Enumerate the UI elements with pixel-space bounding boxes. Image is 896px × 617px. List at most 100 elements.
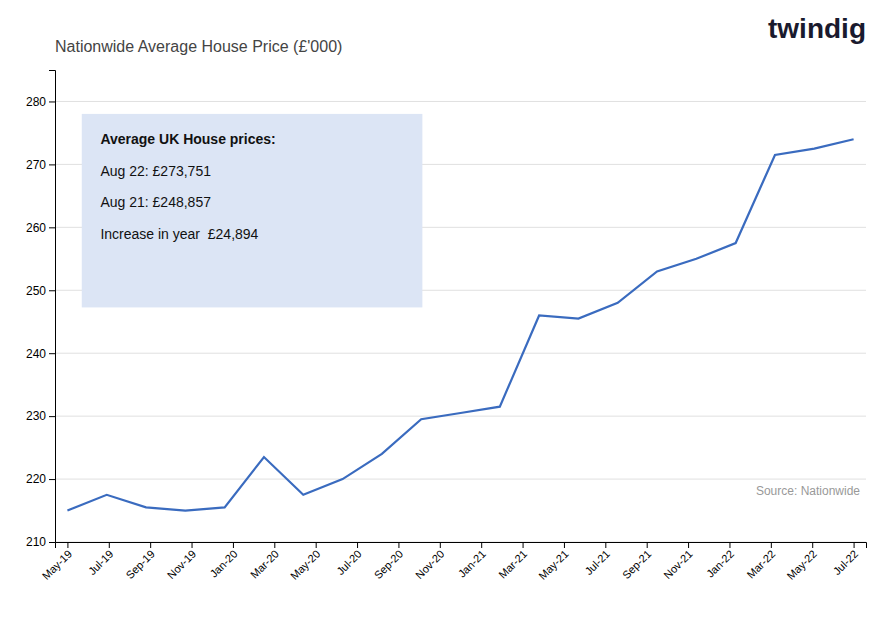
tick: 210 (26, 535, 55, 549)
tick: Jan-20 (207, 542, 239, 580)
annotation-box (82, 114, 423, 308)
tick-label: Jan-22 (704, 548, 736, 580)
tick: Nov-21 (661, 542, 695, 581)
tick-label: Jul-22 (831, 548, 861, 578)
tick-label: Mar-22 (744, 548, 777, 581)
tick-mark (357, 542, 358, 548)
tick-mark (49, 416, 55, 417)
tick: 250 (26, 284, 55, 298)
tick: May-22 (785, 542, 819, 582)
tick-label: Sep-20 (372, 548, 406, 582)
tick-mark (274, 542, 275, 548)
tick: Sep-19 (123, 542, 157, 581)
plot: 210220230240250260270280May-19Jul-19Sep-… (26, 71, 867, 582)
tick-label: Nov-20 (413, 548, 447, 582)
annotation: Aug 22: £273,751 (100, 163, 211, 179)
tick-label: Jan-20 (207, 548, 239, 580)
tick-label: 250 (26, 284, 46, 298)
tick-label: May-19 (40, 548, 74, 582)
tick-mark (233, 542, 234, 548)
tick-label: Jul-20 (334, 548, 364, 578)
tick-mark (564, 542, 565, 548)
tick-label: Nov-21 (661, 548, 695, 582)
tick-mark (812, 542, 813, 548)
tick: Jul-21 (582, 542, 612, 577)
tick: Nov-19 (165, 542, 199, 581)
tick-label: May-21 (536, 548, 570, 582)
tick-mark (523, 542, 524, 548)
line (67, 139, 853, 510)
tick-label: 230 (26, 409, 46, 423)
tick-label: May-20 (288, 548, 322, 582)
tick: 280 (26, 95, 55, 109)
tick-label: May-22 (785, 548, 819, 582)
annotation: Average UK House prices: (100, 131, 275, 147)
grid-line (55, 101, 866, 102)
tick-mark (49, 290, 55, 291)
tick: 230 (26, 409, 55, 423)
tick-mark (688, 542, 689, 548)
grid (55, 101, 866, 542)
tick: Jul-19 (86, 542, 116, 577)
grid-line (55, 416, 866, 417)
tick-mark (440, 542, 441, 548)
tick: May-21 (536, 542, 570, 582)
tick-label: Sep-19 (123, 548, 157, 582)
tick-label: Jul-21 (582, 548, 612, 578)
axis-line (49, 71, 56, 543)
tick-label: Mar-21 (496, 548, 529, 581)
grid-line (55, 353, 866, 354)
tick-mark (481, 542, 482, 548)
tick: Mar-20 (248, 542, 281, 581)
tick-label: Jan-21 (456, 548, 488, 580)
tick-label: 240 (26, 347, 46, 361)
tick-mark (605, 542, 606, 548)
tick-label: 270 (26, 158, 46, 172)
tick: Nov-20 (413, 542, 447, 581)
tick: Mar-21 (496, 542, 529, 581)
tick: Jan-22 (704, 542, 736, 580)
tick-label: Jul-19 (86, 548, 116, 578)
tick: May-19 (40, 542, 74, 582)
tick-mark (109, 542, 110, 548)
tick: Jul-22 (831, 542, 861, 577)
tick-mark (49, 542, 55, 543)
tick: 260 (26, 221, 55, 235)
tick: 220 (26, 472, 55, 486)
logo: twindig (768, 13, 866, 44)
chart: 210220230240250260270280May-19Jul-19Sep-… (0, 0, 896, 617)
tick-label: Nov-19 (165, 548, 199, 582)
annotation: Aug 21: £248,857 (100, 194, 211, 210)
tick: Jan-21 (456, 542, 488, 580)
tick-label: 210 (26, 535, 46, 549)
tick-mark (150, 542, 151, 548)
tick-mark (771, 542, 772, 548)
grid-line (55, 479, 866, 480)
tick-mark (192, 542, 193, 548)
tick-mark (49, 101, 55, 102)
tick: Mar-22 (744, 542, 777, 581)
tick: 270 (26, 158, 55, 172)
x-axis: May-19Jul-19Sep-19Nov-19Jan-20Mar-20May-… (40, 542, 867, 582)
tick-label: Mar-20 (248, 548, 281, 581)
tick-mark (647, 542, 648, 548)
tick-mark (854, 542, 855, 548)
y-axis: 210 220 230 240 250 260 270 280 (26, 71, 56, 550)
tick-label: 260 (26, 221, 46, 235)
tick: Sep-21 (620, 542, 654, 581)
tick: Sep-20 (372, 542, 406, 581)
tick-label: 220 (26, 472, 46, 486)
tick-mark (49, 227, 55, 228)
tick-mark (316, 542, 317, 548)
tick-label: 280 (26, 95, 46, 109)
tick-mark (398, 542, 399, 548)
tick: May-20 (288, 542, 322, 582)
tick-mark (49, 479, 55, 480)
tick-mark (729, 542, 730, 548)
tick-mark (67, 542, 68, 548)
source: Source: Nationwide (756, 484, 860, 498)
tick: 240 (26, 347, 55, 361)
annotation: Increase in year £24,894 (100, 226, 258, 242)
tick-label: Sep-21 (620, 548, 654, 582)
series (67, 139, 853, 510)
